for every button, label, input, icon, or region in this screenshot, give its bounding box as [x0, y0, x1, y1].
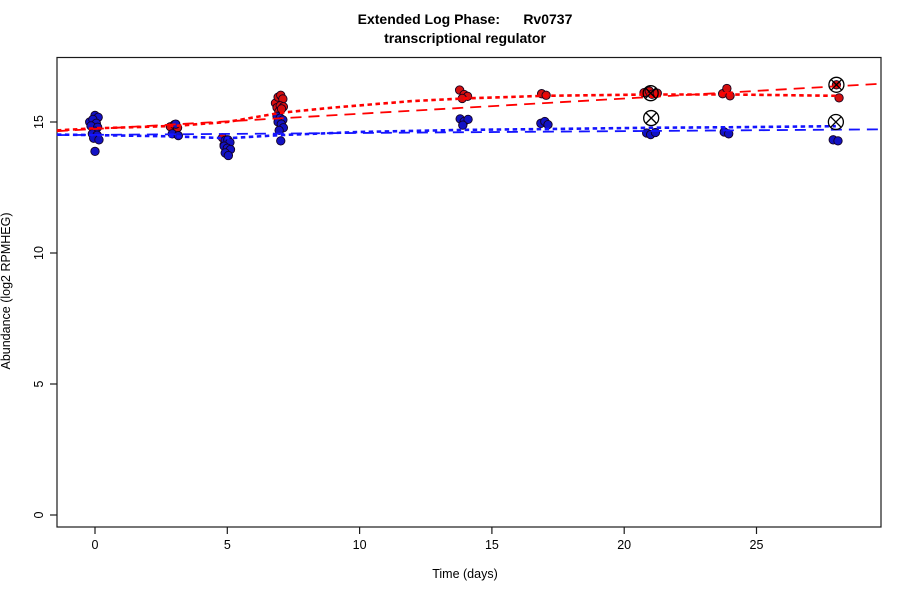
blue-linear-fit	[56, 128, 881, 136]
chart-subtitle: transcriptional regulator	[384, 30, 546, 46]
y-tick-label: 15	[32, 115, 46, 129]
y-tick-label: 0	[32, 511, 46, 518]
outlier-circle-x-marker	[642, 85, 659, 102]
blue-condition-point	[833, 136, 843, 146]
blue-condition-point	[650, 127, 661, 138]
x-tick-label: 0	[92, 538, 99, 552]
blue-condition-point	[223, 150, 234, 161]
x-tick-label: 5	[224, 538, 231, 552]
blue-condition-point	[543, 119, 553, 130]
outlier-circle-x-marker	[643, 109, 660, 127]
x-tick-label: 20	[617, 538, 631, 552]
y-tick-label: 10	[32, 246, 46, 260]
y-tick-label: 5	[32, 380, 46, 387]
red-smooth-fit	[56, 93, 836, 132]
chart-title: Extended Log Phase: Rv0737	[357, 11, 573, 27]
x-tick-label: 10	[353, 538, 367, 552]
blue-condition-point	[90, 146, 100, 156]
red-linear-fit	[56, 82, 881, 133]
blue-condition-point	[276, 136, 286, 146]
outlier-circle-x-marker	[828, 76, 845, 93]
blue-condition-point	[94, 135, 104, 145]
red-condition-point	[834, 93, 844, 103]
x-tick-label: 15	[485, 538, 499, 552]
blue-condition-point	[463, 114, 473, 125]
blue-condition-point	[274, 125, 284, 136]
x-tick-label: 25	[750, 538, 764, 552]
blue-condition-point	[458, 120, 468, 130]
blue-smooth-fit	[56, 124, 836, 140]
plot-border	[56, 56, 882, 528]
outlier-circle-x-marker	[827, 113, 845, 131]
x-axis-label: Time (days)	[432, 567, 498, 581]
